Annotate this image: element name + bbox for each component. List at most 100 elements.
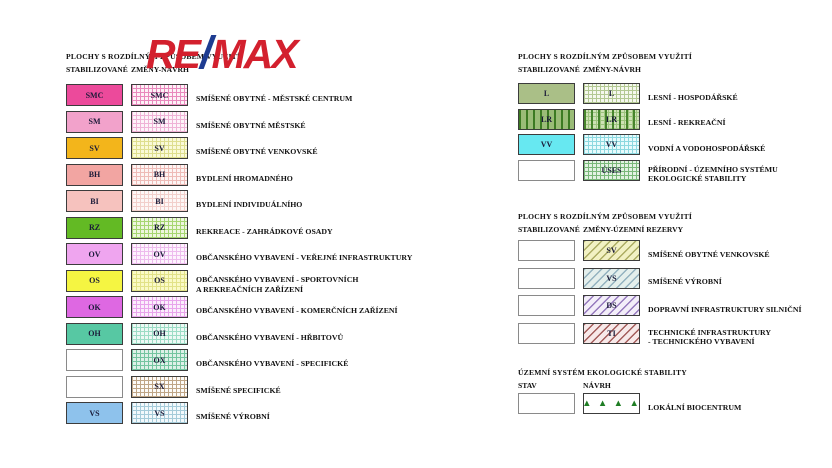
legend-row: DS DOPRAVNÍ INFRASTRUKTURY SILNIČNÍ [518,295,802,316]
logo-re: RE [146,31,201,77]
swatch-change: TI [583,322,640,344]
swatch-code: SMC [85,90,104,100]
legend-row: L L LESNÍ - HOSPODÁŘSKÉ [518,83,778,104]
legend-row: OS OS OBČANSKÉHO VYBAVENÍ - SPORTOVNÍCH … [66,269,412,294]
column-header-stav: STAV [518,381,537,390]
legend-row: RZ RZ REKREACE - ZAHRÁDKOVÉ OSADY [66,216,412,239]
swatch-code: BH [153,170,166,179]
legend-row: SV SV SMÍŠENÉ OBYTNÉ VENKOVSKÉ [66,137,412,159]
swatch-code: OV [153,249,166,259]
legend-label: REKREACE - ZAHRÁDKOVÉ OSADY [196,226,333,236]
swatch-stabilized: LR [518,108,575,130]
column-header-reserves: ZMĚNY-ÚZEMNÍ REZERVY [583,225,684,234]
swatch-change: OH [131,322,188,345]
logo-max: MAX [211,31,298,77]
column-header-changes: ZMĚNY-NÁVRH [583,65,641,74]
legend-label: SMÍŠENÉ OBYTNÉ VENKOVSKÉ [196,147,318,157]
swatch-code: SX [154,382,165,391]
legend-row: BI BI BYDLENÍ INDIVIDUÁLNÍHO [66,190,412,212]
column-header-changes: ZMĚNY-NÁVRH [131,65,189,74]
swatch-stabilized [518,159,575,181]
legend-label: OBČANSKÉHO VYBAVENÍ - SPORTOVNÍCH A REKR… [196,275,359,294]
legend-rows: SMC SMC SMÍŠENÉ OBYTNÉ - MĚSTSKÉ CENTRUM… [66,84,412,424]
legend-row: SM SM SMÍŠENÉ OBYTNÉ MĚSTSKÉ [66,110,412,133]
swatch-code: OX [153,355,166,365]
swatch-stabilized [518,240,575,261]
column-header-navrh: NÁVRH [583,381,611,390]
legend-rows: SV SMÍŠENÉ OBYTNÉ VENKOVSKÉ VS SMÍŠENÉ V… [518,240,802,347]
legend-row: ▲ ▲ ▲ ▲ LOKÁLNÍ BIOCENTRUM [518,393,741,414]
swatch-code: VV [605,140,618,149]
legend-row: VV VV VODNÍ A VODOHOSPODÁŘSKÉ [518,134,778,155]
column-header-stabilized: STABILIZOVANÉ [518,65,580,74]
swatch-change: OX [131,349,188,371]
legend-rows: ▲ ▲ ▲ ▲ LOKÁLNÍ BIOCENTRUM [518,393,741,414]
swatch-change: ÚSES [583,159,640,181]
swatch-code: OH [88,329,101,338]
swatch-stabilized: SV [66,137,123,159]
legend-row: LR LR LESNÍ - REKREAČNÍ [518,108,778,130]
swatch-code: OV [88,249,101,259]
swatch-code: VS [606,273,617,283]
section-title: PLOCHY S ROZDÍLNÝM ZPŮSOBEM VYUŽITÍ [518,52,693,61]
swatch-change: OV [131,243,188,265]
swatch-code: DS [606,301,617,310]
swatch-code: SV [89,143,100,153]
legend-label: TECHNICKÉ INFRASTRUKTURY - TECHNICKÉHO V… [648,327,771,347]
swatch-code: ÚSES [601,165,622,175]
legend-label: SMÍŠENÉ OBYTNÉ MĚSTSKÉ [196,120,306,130]
legend-label: OBČANSKÉHO VYBAVENÍ - HŘBITOVŮ [196,332,344,342]
legend-label: SMÍŠENÉ VÝROBNÍ [196,412,270,422]
legend-row: SV SMÍŠENÉ OBYTNÉ VENKOVSKÉ [518,240,802,261]
swatch-code: SV [606,246,617,255]
legend-row: VS SMÍŠENÉ VÝROBNÍ [518,267,802,289]
legend-row: OX OBČANSKÉHO VYBAVENÍ - SPECIFICKÉ [66,349,412,371]
legend-label: OBČANSKÉHO VYBAVENÍ - KOMERČNÍCH ZAŘÍZEN… [196,306,398,316]
swatch-code: RZ [153,223,166,232]
swatch-change: LR [583,108,640,130]
swatch-code: SM [153,117,166,126]
swatch-code: L [543,89,550,98]
swatch-code: LR [605,114,618,124]
swatch-code: VS [154,408,165,418]
legend-row: OV OV OBČANSKÉHO VYBAVENÍ - VEŘEJNÉ INFR… [66,243,412,265]
column-headers: STABILIZOVANÉ ZMĚNY-NÁVRH [518,65,778,74]
legend-row: VS VS SMÍŠENÉ VÝROBNÍ [66,402,412,424]
swatch-code: SV [154,143,165,153]
swatch-change: VS [583,267,640,289]
legend-label: DOPRAVNÍ INFRASTRUKTURY SILNIČNÍ [648,304,802,314]
swatch-stabilized: SM [66,110,123,133]
swatch-stabilized: BH [66,163,123,186]
swatch-stabilized: VS [66,402,123,424]
swatch-code: OK [88,302,101,312]
legend-label: SMÍŠENÉ SPECIFICKÉ [196,385,281,395]
legend-label: PŘÍRODNÍ - ÚZEMNÍHO SYSTÉMU EKOLOGICKÉ S… [648,164,778,184]
swatch-stabilized: VV [518,134,575,155]
swatch-change: SM [131,110,188,133]
column-headers: STABILIZOVANÉ ZMĚNY-NÁVRH [66,65,412,74]
logo-slash-icon: / [199,27,212,78]
legend-label: VODNÍ A VODOHOSPODÁŘSKÉ [648,143,766,153]
swatch-code: OK [153,302,166,312]
swatch-code: OS [154,276,165,285]
column-header-stabilized: STABILIZOVANÉ [518,225,580,234]
swatch-stabilized: BI [66,190,123,212]
legend-row: BH BH BYDLENÍ HROMADNÉHO [66,163,412,186]
legend-row: OK OK OBČANSKÉHO VYBAVENÍ - KOMERČNÍCH Z… [66,296,412,318]
legend-row: SMC SMC SMÍŠENÉ OBYTNÉ - MĚSTSKÉ CENTRUM [66,84,412,106]
remax-logo: RE/MAX [146,27,299,78]
section-title: PLOCHY S ROZDÍLNÝM ZPŮSOBEM VYUŽITÍ [518,212,693,221]
swatch-stabilized: OK [66,296,123,318]
swatch-stabilized [518,393,575,414]
swatch-change: DS [583,295,640,316]
legend-section-right-top: PLOCHY S ROZDÍLNÝM ZPŮSOBEM VYUŽITÍ STAB… [518,52,778,185]
swatch-stabilized [518,295,575,316]
legend-label: SMÍŠENÉ OBYTNÉ VENKOVSKÉ [648,249,770,259]
swatch-change: ▲ ▲ ▲ ▲ [582,393,640,414]
swatch-code: BH [88,170,101,179]
legend-label: LESNÍ - HOSPODÁŘSKÉ [648,92,738,102]
swatch-stabilized [66,375,123,398]
legend-label: LESNÍ - REKREAČNÍ [648,118,726,128]
swatch-change: SV [583,240,640,261]
legend-label: OBČANSKÉHO VYBAVENÍ - VEŘEJNÉ INFRASTRUK… [196,253,413,263]
